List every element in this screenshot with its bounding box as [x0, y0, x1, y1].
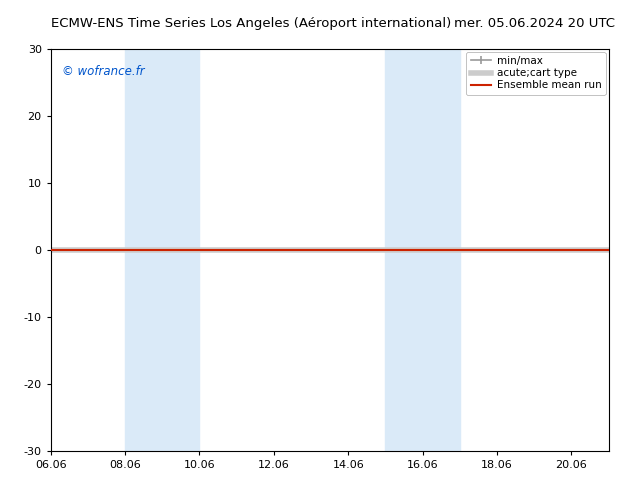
Bar: [385, 49, 460, 451]
Text: © wofrance.fr: © wofrance.fr: [62, 65, 145, 78]
Bar: [125, 49, 200, 451]
Text: ECMW-ENS Time Series Los Angeles (Aéroport international): ECMW-ENS Time Series Los Angeles (Aéropo…: [51, 17, 451, 30]
Legend: min/max, acute;cart type, Ensemble mean run: min/max, acute;cart type, Ensemble mean …: [467, 52, 605, 95]
Text: mer. 05.06.2024 20 UTC: mer. 05.06.2024 20 UTC: [454, 17, 615, 30]
